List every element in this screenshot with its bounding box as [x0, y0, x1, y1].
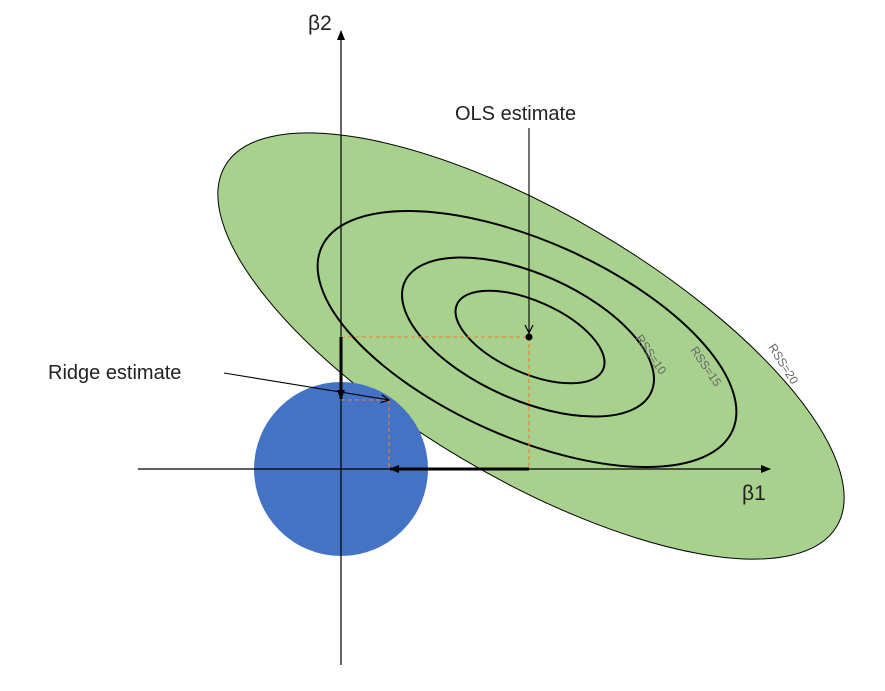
- contour-ellipse-outer: [316, 209, 738, 469]
- ols-label: OLS estimate: [455, 103, 576, 125]
- ols-point: [525, 333, 533, 341]
- contour-ellipse-middle: [401, 256, 655, 418]
- y-axis-label: β2: [308, 12, 332, 35]
- ridge-pointer: [223, 372, 389, 400]
- ridge-label: Ridge estimate: [48, 362, 181, 384]
- rss-region: [217, 132, 845, 560]
- x-axis-label: β1: [742, 482, 766, 505]
- contour-ellipse-inner: [454, 289, 606, 385]
